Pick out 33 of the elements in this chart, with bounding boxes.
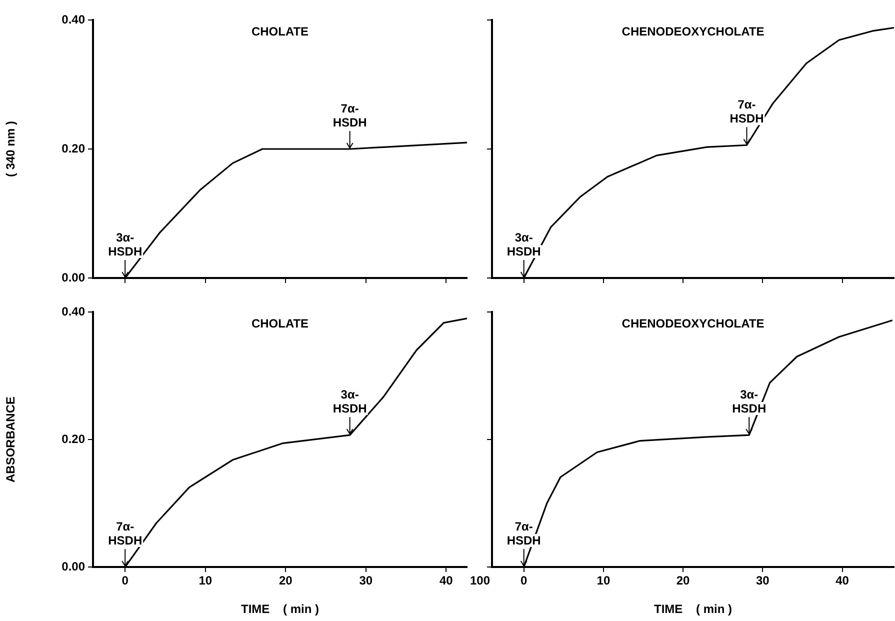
annotation: 7α- HSDH xyxy=(506,519,541,548)
chart-title: CHOLATE xyxy=(251,24,309,38)
y-tick-label: 0.20 xyxy=(62,141,86,156)
text: 100 xyxy=(470,573,490,588)
annotation: 7α- HSDH xyxy=(332,101,367,130)
x-tick-label: 30 xyxy=(359,574,373,588)
x-tick-label: 20 xyxy=(676,574,690,588)
annotation: 3α- HSDH xyxy=(506,230,541,258)
y-axis-title: ABSORBANCE xyxy=(4,396,18,483)
chart-title: CHENODEOXYCHOLATE xyxy=(622,24,764,38)
y-tick-label: 0.40 xyxy=(62,12,86,26)
x-tick-label: 10 xyxy=(198,574,212,588)
annotation: 3α- HSDH xyxy=(732,387,766,416)
y-axis-title: ( 340 nm ) xyxy=(4,120,18,178)
y-tick-label: 0.00 xyxy=(62,270,86,284)
annotation: 7α- HSDH xyxy=(108,519,142,548)
x-tick-label: 20 xyxy=(278,574,293,588)
x-tick-label: 30 xyxy=(756,574,770,588)
x-tick-label: 40 xyxy=(439,574,454,588)
y-tick-label: 0.00 xyxy=(62,559,86,574)
annotation: 3α- HSDH xyxy=(332,387,367,416)
y-tick-label: 0.20 xyxy=(62,432,86,446)
chart-title: CHENODEOXYCHOLATE xyxy=(622,316,764,330)
x-tick-label: 40 xyxy=(836,574,850,588)
x-axis-title: TIME ( min ) xyxy=(654,602,732,616)
y-tick-label: 0.40 xyxy=(62,304,86,318)
x-axis-title: TIME ( min ) xyxy=(241,602,319,616)
annotation: 7α- HSDH xyxy=(730,97,764,126)
annotation: 3α- HSDH xyxy=(108,230,142,258)
x-tick-label: 0 xyxy=(122,574,129,588)
x-tick-label: 0 xyxy=(520,574,528,588)
chart-title: CHOLATE xyxy=(251,316,309,330)
x-tick-label: 10 xyxy=(596,574,610,588)
